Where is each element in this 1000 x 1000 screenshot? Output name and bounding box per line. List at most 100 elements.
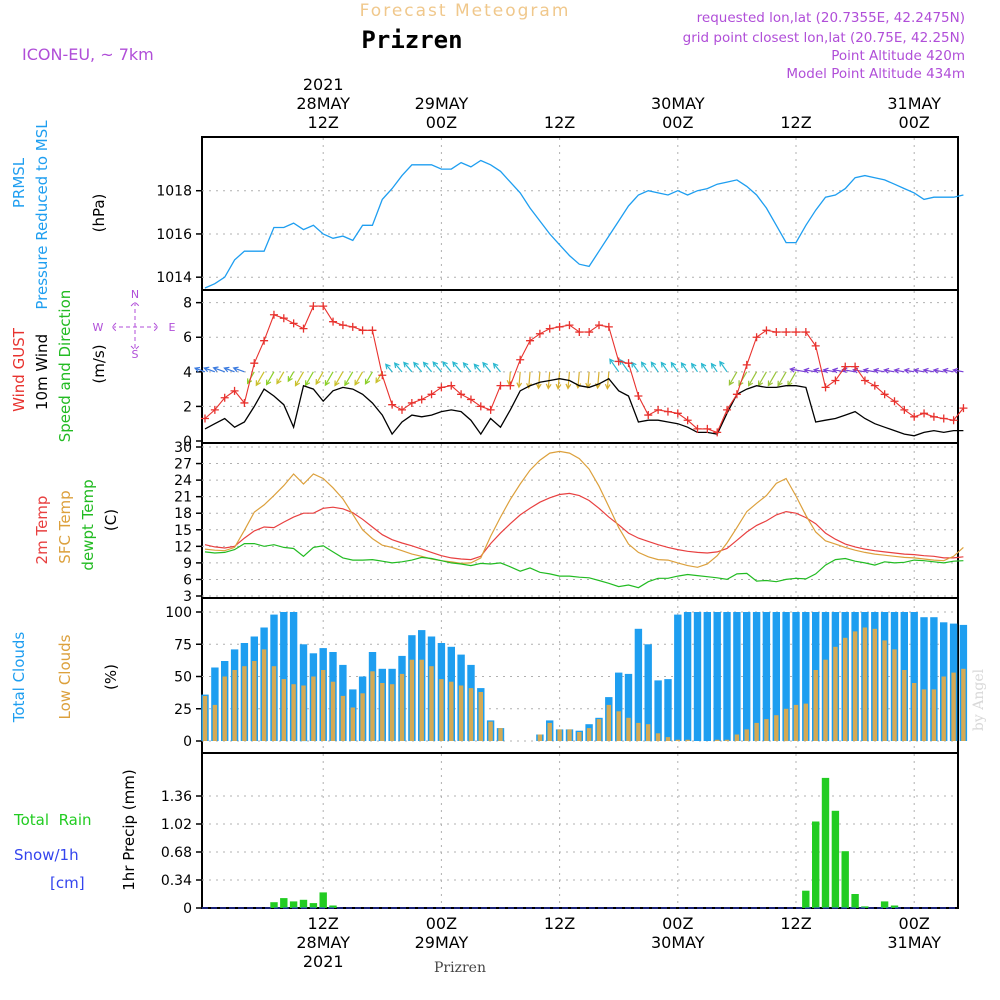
time-label: 12Z [780,113,811,132]
gust-marker [555,322,564,331]
low-cloud-bar [478,692,483,741]
gust-marker [279,314,288,323]
gust-marker [289,319,298,328]
wind-arrow [680,361,689,373]
wind-arrow [442,360,452,373]
clouds-ticks: 0 25 50 75 100 [165,605,202,750]
wind-arrow [334,371,344,387]
wind-arrow [482,361,492,373]
time-label: 00Z [426,113,457,132]
rain-bar [890,905,899,908]
total-cloud-bar [802,612,810,741]
wind-arrow [535,371,542,390]
gust-marker [535,329,544,338]
low-cloud-bar [862,627,868,741]
low-cloud-bar [764,719,769,741]
low-cloud-bar [212,704,218,741]
precip-ticks: 0 0.34 0.68 1.02 1.36 [161,789,202,917]
wind-gust-markers [201,302,968,437]
compass-rose: N S W E [93,288,176,361]
gust-marker [260,336,269,345]
gust-marker [732,390,741,399]
total-cloud-bar [664,679,672,741]
gust-marker [644,411,653,420]
low-cloud-bar [409,659,415,741]
panel-frame-pressure [201,136,959,291]
low-cloud-bar [675,739,680,741]
low-cloud-bar [389,684,395,741]
wind-arrow [670,361,679,373]
low-cloud-bar [724,739,730,741]
precip-ylabel: 1hr Precip (mm) [120,769,138,890]
grid-coords: grid point closest lon,lat (20.75E, 42.2… [683,30,965,46]
point-altitude: Point Altitude 420m [831,48,965,64]
wind-arrow [690,362,698,373]
tick-label: 4 [183,365,192,381]
time-label: 00Z [899,113,930,132]
tick-label: 0.68 [161,845,192,861]
tick-label: 1.36 [161,789,192,805]
low-cloud-bar [261,649,267,741]
low-cloud-bar [912,683,917,741]
clouds-unit: (%) [102,664,120,690]
low-cloud-bar [449,681,454,741]
gust-marker [762,326,771,335]
compass-e: E [169,321,176,334]
wind-arrow [912,367,925,374]
low-cloud-bar [892,649,897,741]
precip-label-cm: [cm] [50,874,85,892]
wind-direction-arrows [193,358,964,390]
wind-arrow [287,371,295,383]
wind-arrow [631,361,639,373]
total-cloud-bar [634,628,643,741]
low-cloud-bar [852,631,858,741]
low-cloud-bar [311,676,316,741]
rain-bar [821,777,830,908]
total-cloud-bar [289,612,298,741]
gust-marker [230,386,239,395]
precip-label-snow: Snow/1h [14,846,79,864]
wind-arrow [747,371,758,387]
temperature-panel: 2m Temp SFC Temp dewpt Temp (C) 36912151… [33,440,964,605]
wind-speed-line [204,377,964,437]
gust-marker [742,360,751,369]
gust-marker [545,324,554,333]
rain-bar [831,810,840,908]
total-cloud-bar [211,667,219,741]
tick-label: 1014 [156,270,192,286]
low-cloud-bar [774,715,779,741]
low-cloud-bar [350,707,355,741]
low-cloud-bar [646,724,651,741]
tick-label: 0 [183,734,192,750]
gust-marker [526,336,535,345]
gust-marker [240,398,249,407]
gust-marker [417,395,426,404]
compass-s: S [132,348,139,361]
time-label: 00Z [426,914,457,933]
gust-marker [949,416,958,425]
wind-arrow [473,363,482,373]
wind-arrow [757,371,767,387]
wind-arrow [883,367,895,374]
total-cloud-bar [723,612,731,741]
total-cloud-bar [683,612,692,741]
time-label: 28MAY [296,933,350,952]
total-cloud-bar [920,617,928,741]
wind-arrow [276,371,285,385]
total-cloud-bar [910,612,918,741]
total-cloud-bar [674,614,682,741]
compass-w: W [93,321,104,334]
total-cloud-bar [752,612,761,741]
gust-marker [614,357,623,366]
gust-marker [348,322,357,331]
wind-gust-line [204,305,964,434]
low-cloud-bar [242,666,247,741]
low-cloud-bar [232,670,237,741]
gust-marker [811,341,820,350]
wind-arrow [822,367,836,374]
rain-bar [802,890,810,908]
total-cloud-bar [713,612,721,741]
tick-label: 6 [183,330,192,346]
gust-marker [595,321,603,330]
wind-arrow [609,358,620,373]
